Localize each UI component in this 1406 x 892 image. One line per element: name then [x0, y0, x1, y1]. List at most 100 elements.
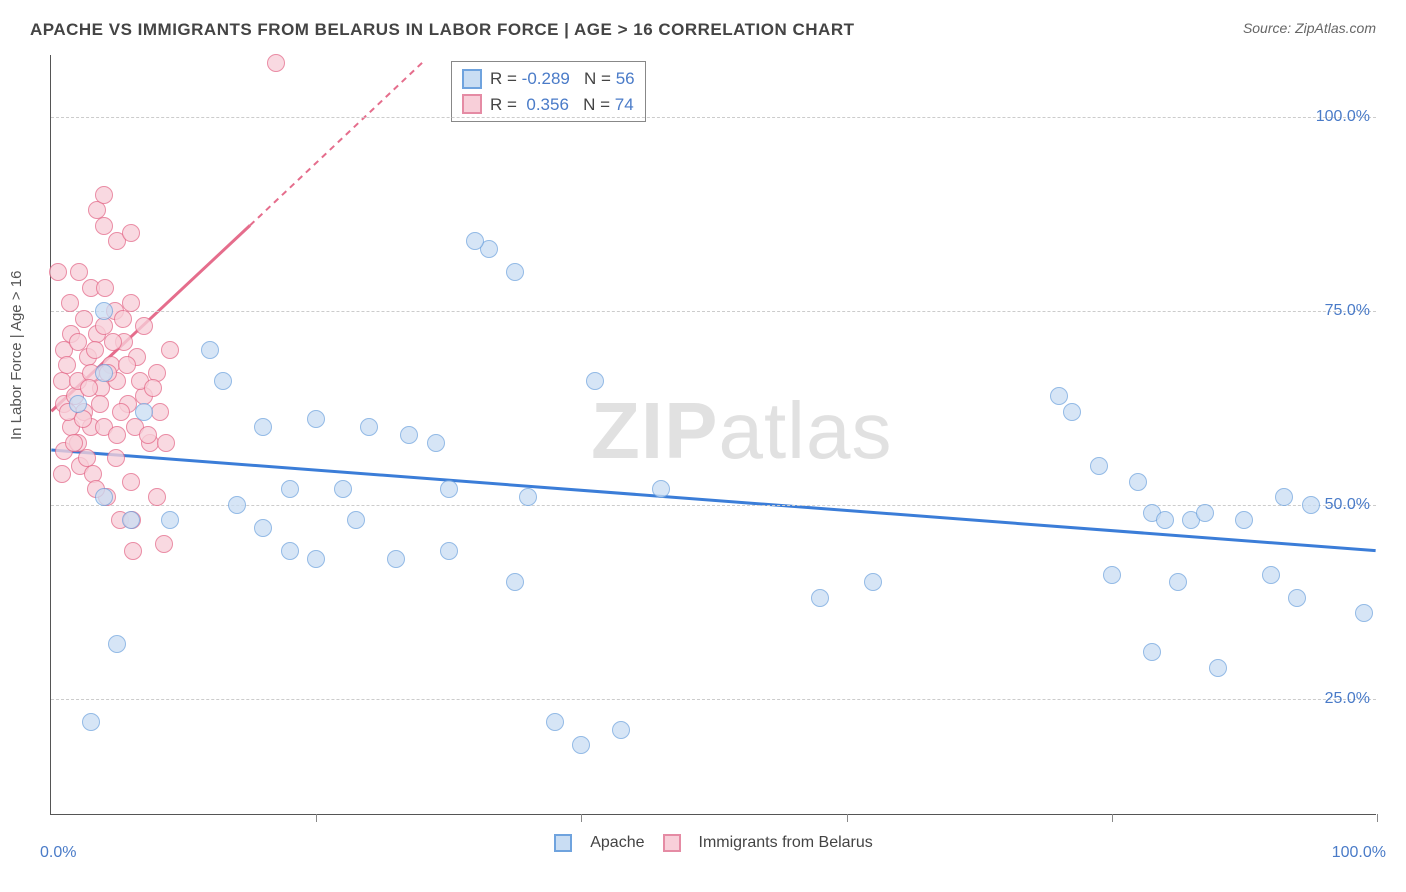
data-point-belarus	[122, 473, 140, 491]
data-point-apache	[400, 426, 418, 444]
data-point-apache	[586, 372, 604, 390]
data-point-apache	[214, 372, 232, 390]
y-tick-label: 100.0%	[1316, 108, 1370, 126]
data-point-apache	[281, 542, 299, 560]
data-point-apache	[1235, 511, 1253, 529]
grid-line-h	[51, 117, 1376, 118]
data-point-apache	[307, 410, 325, 428]
data-point-apache	[108, 635, 126, 653]
y-axis-label: In Labor Force | Age > 16	[8, 271, 25, 440]
data-point-apache	[69, 395, 87, 413]
data-point-apache	[1288, 589, 1306, 607]
data-point-belarus	[151, 403, 169, 421]
trend-lines-layer	[51, 55, 1376, 814]
data-point-apache	[1355, 604, 1373, 622]
y-tick-label: 75.0%	[1325, 302, 1370, 320]
data-point-belarus	[118, 356, 136, 374]
x-tick	[316, 814, 317, 822]
data-point-apache	[864, 573, 882, 591]
legend-swatch-apache	[554, 834, 572, 852]
data-point-apache	[1050, 387, 1068, 405]
data-point-apache	[1090, 457, 1108, 475]
x-axis-max-label: 100.0%	[1332, 844, 1386, 862]
data-point-apache	[307, 550, 325, 568]
swatch-apache	[462, 69, 482, 89]
data-point-apache	[122, 511, 140, 529]
data-point-apache	[254, 519, 272, 537]
data-point-belarus	[75, 310, 93, 328]
data-point-belarus	[112, 403, 130, 421]
data-point-apache	[254, 418, 272, 436]
legend-label-apache: Apache	[590, 834, 644, 852]
data-point-apache	[506, 573, 524, 591]
data-point-apache	[1143, 643, 1161, 661]
data-point-belarus	[155, 535, 173, 553]
x-tick	[847, 814, 848, 822]
y-tick-label: 50.0%	[1325, 496, 1370, 514]
data-point-belarus	[95, 186, 113, 204]
data-point-apache	[161, 511, 179, 529]
data-point-apache	[1262, 566, 1280, 584]
source-attribution: Source: ZipAtlas.com	[1243, 20, 1376, 36]
data-point-apache	[95, 364, 113, 382]
data-point-belarus	[108, 426, 126, 444]
legend-label-belarus: Immigrants from Belarus	[699, 834, 873, 852]
data-point-apache	[201, 341, 219, 359]
data-point-belarus	[157, 434, 175, 452]
data-point-apache	[1169, 573, 1187, 591]
data-point-apache	[1302, 496, 1320, 514]
x-tick	[581, 814, 582, 822]
grid-line-h	[51, 699, 1376, 700]
watermark: ZIPatlas	[591, 385, 892, 477]
data-point-apache	[440, 542, 458, 560]
data-point-apache	[652, 480, 670, 498]
data-point-apache	[135, 403, 153, 421]
data-point-belarus	[144, 379, 162, 397]
correlation-stats-box: R = -0.289 N = 56 R = 0.356 N = 74	[451, 61, 646, 122]
data-point-belarus	[96, 279, 114, 297]
data-point-belarus	[148, 488, 166, 506]
data-point-belarus	[95, 217, 113, 235]
data-point-belarus	[65, 434, 83, 452]
data-point-apache	[82, 713, 100, 731]
data-point-apache	[612, 721, 630, 739]
legend-swatch-belarus	[663, 834, 681, 852]
data-point-belarus	[53, 465, 71, 483]
data-point-apache	[387, 550, 405, 568]
stats-row-belarus: R = 0.356 N = 74	[462, 92, 635, 118]
grid-line-h	[51, 311, 1376, 312]
data-point-belarus	[91, 395, 109, 413]
y-tick-label: 25.0%	[1325, 690, 1370, 708]
data-point-belarus	[139, 426, 157, 444]
data-point-belarus	[107, 449, 125, 467]
data-point-belarus	[86, 341, 104, 359]
data-point-apache	[427, 434, 445, 452]
data-point-belarus	[49, 263, 67, 281]
data-point-apache	[360, 418, 378, 436]
data-point-belarus	[161, 341, 179, 359]
data-point-apache	[572, 736, 590, 754]
data-point-belarus	[124, 542, 142, 560]
data-point-apache	[1196, 504, 1214, 522]
chart-plot-area: ZIPatlas R = -0.289 N = 56 R = 0.356 N =…	[50, 55, 1376, 815]
data-point-apache	[1103, 566, 1121, 584]
data-point-belarus	[114, 310, 132, 328]
data-point-apache	[95, 488, 113, 506]
chart-title: APACHE VS IMMIGRANTS FROM BELARUS IN LAB…	[30, 20, 855, 40]
data-point-apache	[519, 488, 537, 506]
data-point-belarus	[135, 317, 153, 335]
data-point-belarus	[122, 224, 140, 242]
data-point-apache	[440, 480, 458, 498]
data-point-apache	[1063, 403, 1081, 421]
data-point-belarus	[61, 294, 79, 312]
data-point-apache	[811, 589, 829, 607]
series-legend: Apache Immigrants from Belarus	[51, 834, 1376, 852]
data-point-belarus	[267, 54, 285, 72]
data-point-apache	[228, 496, 246, 514]
data-point-belarus	[104, 333, 122, 351]
data-point-apache	[1275, 488, 1293, 506]
data-point-apache	[466, 232, 484, 250]
data-point-apache	[1156, 511, 1174, 529]
data-point-belarus	[78, 449, 96, 467]
data-point-apache	[281, 480, 299, 498]
